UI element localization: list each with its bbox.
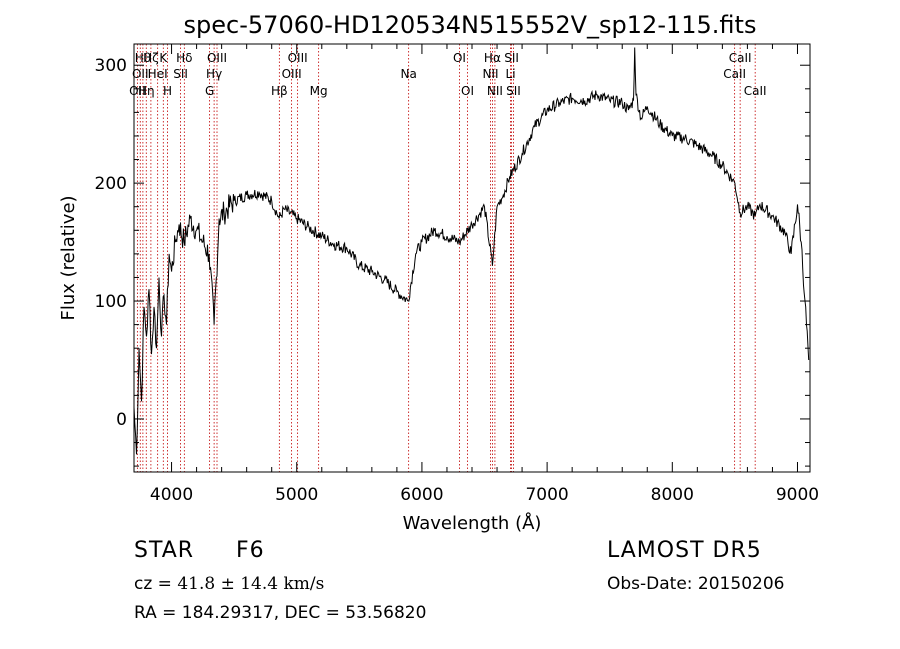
line-label-12: OIII bbox=[207, 51, 227, 65]
redshift-velocity: cz = 41.8 ± 14.4 km/s bbox=[134, 574, 324, 594]
x-tick-label: 4000 bbox=[150, 485, 193, 505]
survey-name: LAMOST DR5 bbox=[607, 538, 762, 563]
observation-date: Obs-Date: 20150206 bbox=[607, 574, 785, 594]
y-tick-label: 200 bbox=[95, 174, 127, 194]
x-tick-label: 5000 bbox=[275, 485, 318, 505]
line-label-21: Hα bbox=[484, 51, 501, 65]
cz-value: 41.8 ± 14.4 km/s bbox=[177, 574, 325, 594]
line-label-24: SII bbox=[504, 51, 519, 65]
x-axis: 4000 5000 6000 7000 8000 9000 bbox=[150, 44, 819, 505]
cz-label: cz = bbox=[134, 574, 178, 594]
line-label-8: SII bbox=[173, 67, 188, 81]
line-label-4: Hζ bbox=[143, 51, 159, 65]
line-label-1: OII bbox=[132, 67, 149, 81]
line-label-13: Hβ bbox=[271, 84, 288, 98]
line-label-11: Hγ bbox=[206, 67, 222, 81]
line-label-18: OI bbox=[453, 51, 466, 65]
object-subclass: F6 bbox=[236, 538, 265, 563]
line-label-0: OII bbox=[129, 84, 146, 98]
line-label-15: OIII bbox=[288, 51, 308, 65]
line-label-23: Li bbox=[506, 67, 516, 81]
plot-area: OIIOIIHθHηHζHeIKHSIIHδGHγOIIIHβOIIIOIIIM… bbox=[129, 43, 811, 473]
y-tick-label: 100 bbox=[95, 292, 127, 312]
object-class: STAR bbox=[134, 538, 195, 563]
line-label-16: Mg bbox=[310, 84, 328, 98]
line-label-10: G bbox=[205, 84, 214, 98]
line-label-27: CaII bbox=[729, 51, 752, 65]
line-label-26: CaII bbox=[723, 67, 746, 81]
spectrum-line bbox=[133, 47, 810, 455]
line-label-2: Hθ bbox=[135, 51, 151, 65]
line-label-9: Hδ bbox=[176, 51, 192, 65]
line-label-5: HeI bbox=[148, 67, 168, 81]
y-tick-label: 0 bbox=[116, 410, 127, 430]
line-label-7: H bbox=[163, 84, 172, 98]
y-axis-label: Flux (relative) bbox=[58, 195, 79, 320]
line-label-28: CaII bbox=[744, 84, 767, 98]
spectral-line-markers bbox=[136, 44, 756, 472]
line-label-14: OIII bbox=[282, 67, 302, 81]
line-label-19: OI bbox=[461, 84, 474, 98]
plot-frame bbox=[133, 43, 811, 473]
x-tick-label: 9000 bbox=[776, 485, 819, 505]
spectral-line-labels: OIIOIIHθHηHζHeIKHSIIHδGHγOIIIHβOIIIOIIIM… bbox=[129, 51, 766, 98]
line-label-20: NII bbox=[482, 67, 498, 81]
x-tick-label: 7000 bbox=[525, 485, 568, 505]
line-label-22: NII bbox=[487, 84, 503, 98]
line-label-3: Hη bbox=[138, 84, 155, 98]
y-tick-label: 300 bbox=[95, 56, 127, 76]
coordinates: RA = 184.29317, DEC = 53.56820 bbox=[134, 603, 427, 623]
line-label-25: SII bbox=[506, 84, 521, 98]
x-axis-label: Wavelength (Å) bbox=[403, 512, 542, 534]
x-tick-label: 8000 bbox=[651, 485, 694, 505]
x-tick-label: 6000 bbox=[400, 485, 443, 505]
line-label-17: Na bbox=[400, 67, 416, 81]
line-label-6: K bbox=[159, 51, 168, 65]
y-axis: 0 100 200 300 bbox=[95, 56, 810, 467]
chart-title: spec-57060-HD120534N515552V_sp12-115.fit… bbox=[184, 11, 757, 39]
